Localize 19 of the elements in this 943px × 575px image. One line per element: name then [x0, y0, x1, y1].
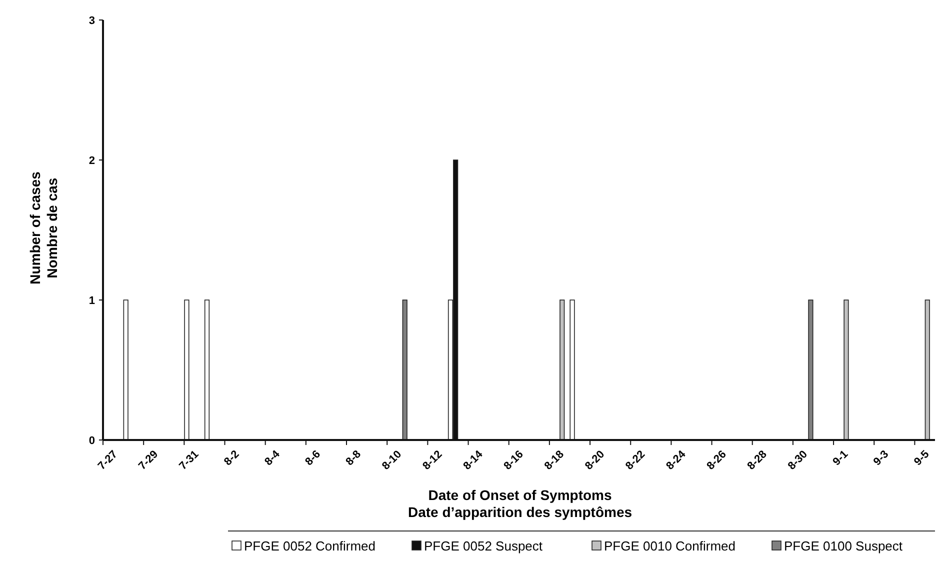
x-tick-label: 8-6 [303, 448, 323, 468]
x-tick-label: 9-5 [912, 448, 932, 468]
y-tick-label: 1 [88, 294, 95, 307]
legend-label: PFGE 0010 Confirmed [604, 538, 736, 554]
y-tick-label: 3 [88, 14, 95, 27]
y-axis-title: Number of cases Nombre de cas [27, 171, 60, 284]
x-axis-title: Date of Onset of Symptoms Date d’apparition des symptômes [408, 487, 632, 520]
legend-label: PFGE 0052 Suspect [424, 538, 543, 554]
x-tick-label: 8-4 [262, 448, 283, 468]
x-tick-label: 8-2 [222, 448, 242, 468]
x-tick-label: 9-3 [871, 448, 892, 468]
x-tick-label: 7-31 [177, 448, 202, 472]
x-tick-label: 7-29 [136, 448, 161, 472]
x-tick-label: 9-1 [830, 448, 851, 468]
legend-label: PFGE 0052 Confirmed [244, 538, 376, 554]
y-tick-label: 0 [88, 434, 95, 447]
x-tick-label: 8-8 [344, 448, 364, 468]
legend-label: PFGE 0100 Suspect [784, 538, 903, 554]
y-tick-label: 2 [88, 154, 95, 167]
